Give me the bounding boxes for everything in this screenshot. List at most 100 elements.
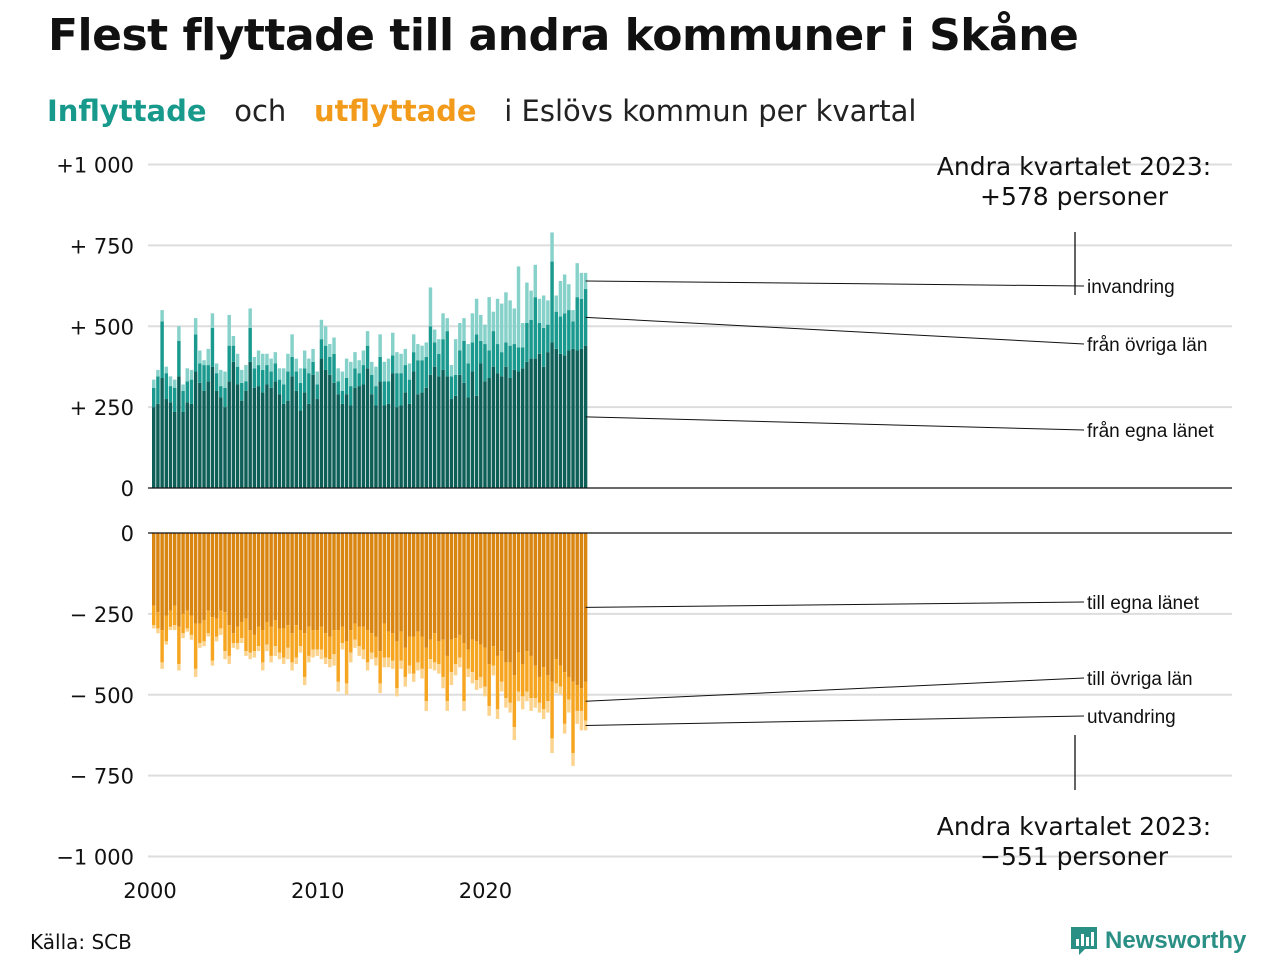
bar-inflow-other-counties: [336, 381, 340, 395]
bar-outflow-emigration: [244, 651, 248, 656]
bar-outflow-other-counties: [168, 610, 173, 627]
bar-outflow-own-county: [500, 533, 504, 652]
bar-outflow-emigration: [181, 633, 185, 639]
bar-inflow-own-county: [504, 366, 508, 488]
bar-inflow-immigration: [265, 353, 269, 366]
bar-inflow-other-counties: [361, 365, 366, 385]
bar-inflow-other-counties: [382, 381, 387, 406]
y-tick-label-top: + 500: [70, 315, 134, 339]
bar-outflow-other-counties: [424, 647, 428, 702]
bar-outflow-emigration: [462, 701, 466, 711]
bar-inflow-own-county: [214, 390, 219, 488]
bar-inflow-other-counties: [575, 297, 579, 351]
bar-inflow-own-county: [416, 394, 420, 488]
bar-outflow-own-county: [269, 533, 273, 627]
bar-inflow-immigration: [248, 308, 252, 328]
bar-outflow-other-counties: [520, 664, 525, 697]
bar-outflow-other-counties: [177, 626, 181, 665]
bar-outflow-other-counties: [508, 662, 512, 703]
bar-outflow-own-county: [541, 533, 546, 668]
bar-outflow-emigration: [529, 697, 533, 711]
bar-inflow-other-counties: [319, 339, 324, 359]
bar-outflow-other-counties: [323, 633, 328, 658]
bar-outflow-emigration: [323, 657, 328, 665]
bar-outflow-own-county: [495, 533, 500, 656]
bar-outflow-own-county: [172, 533, 177, 606]
bar-outflow-own-county: [340, 533, 345, 627]
bar-inflow-other-counties: [227, 345, 231, 382]
bar-inflow-other-counties: [399, 373, 403, 406]
bar-inflow-own-county: [449, 399, 454, 488]
bar-inflow-other-counties: [172, 387, 177, 412]
bar-inflow-own-county: [319, 358, 324, 488]
bar-outflow-emigration: [177, 664, 181, 671]
bar-inflow-own-county: [558, 353, 563, 488]
bar-inflow-own-county: [365, 368, 370, 488]
bar-inflow-other-counties: [428, 326, 433, 375]
bar-outflow-other-counties: [483, 647, 487, 687]
bar-inflow-own-county: [382, 405, 387, 488]
bar-outflow-other-counties: [294, 625, 299, 658]
bar-outflow-emigration: [403, 676, 408, 687]
bar-outflow-emigration: [307, 655, 311, 663]
bar-outflow-other-counties: [474, 641, 479, 681]
bar-inflow-other-counties: [512, 344, 517, 370]
bar-outflow-own-county: [403, 533, 408, 648]
bar-inflow-own-county: [554, 348, 558, 488]
bar-inflow-own-county: [269, 387, 273, 488]
x-tick-label: 2000: [123, 879, 176, 903]
bar-inflow-own-county: [152, 407, 156, 488]
series-label-top: från egna länet: [1087, 421, 1214, 442]
newsworthy-logo[interactable]: Newsworthy: [1069, 925, 1246, 957]
bar-inflow-other-counties: [168, 386, 173, 403]
bar-inflow-other-counties: [235, 366, 240, 385]
bar-inflow-other-counties: [344, 378, 349, 395]
bar-inflow-own-county: [235, 384, 240, 488]
bar-outflow-own-county: [290, 533, 294, 634]
bar-outflow-emigration: [479, 676, 483, 689]
bar-inflow-immigration: [537, 298, 542, 324]
bar-outflow-emigration: [168, 626, 173, 631]
bar-outflow-other-counties: [156, 612, 160, 629]
bar-outflow-own-county: [311, 533, 315, 631]
bar-inflow-own-county: [277, 394, 282, 488]
bar-outflow-other-counties: [470, 639, 475, 673]
bar-inflow-immigration: [277, 368, 282, 380]
bar-inflow-immigration: [307, 358, 311, 374]
bar-outflow-emigration: [248, 652, 252, 660]
bar-inflow-own-county: [332, 382, 336, 488]
bar-outflow-emigration: [357, 646, 361, 656]
bar-outflow-emigration: [550, 738, 554, 753]
bar-outflow-own-county: [474, 533, 479, 642]
bar-inflow-other-counties: [315, 384, 319, 400]
bar-inflow-immigration: [349, 361, 353, 387]
bar-inflow-immigration: [286, 353, 290, 372]
bar-outflow-emigration: [533, 697, 538, 708]
bar-outflow-emigration: [571, 752, 575, 766]
bar-outflow-own-county: [374, 533, 378, 637]
bar-outflow-own-county: [277, 533, 282, 629]
bar-inflow-own-county: [273, 381, 278, 488]
bar-inflow-other-counties: [223, 387, 227, 408]
bar-inflow-own-county: [248, 361, 252, 488]
bar-inflow-other-counties: [411, 352, 416, 372]
bar-inflow-own-county: [340, 403, 345, 488]
bar-inflow-immigration: [164, 366, 169, 374]
bar-inflow-own-county: [156, 403, 160, 488]
bar-outflow-emigration: [160, 662, 164, 669]
bar-outflow-emigration: [411, 673, 416, 682]
bar-outflow-other-counties: [370, 633, 374, 653]
bar-outflow-other-counties: [256, 626, 261, 647]
bar-outflow-own-county: [445, 533, 449, 656]
bar-inflow-other-counties: [281, 384, 286, 404]
bar-outflow-emigration: [261, 662, 265, 671]
y-tick-label-bottom: − 250: [70, 603, 134, 627]
bar-inflow-immigration: [437, 339, 441, 354]
bar-inflow-other-counties: [479, 340, 483, 364]
bar-outflow-own-county: [479, 533, 483, 645]
bar-inflow-other-counties: [441, 339, 445, 370]
bar-outflow-own-county: [273, 533, 278, 621]
bar-outflow-other-counties: [432, 633, 437, 663]
bar-outflow-emigration: [365, 662, 370, 671]
bar-inflow-immigration: [416, 344, 420, 361]
